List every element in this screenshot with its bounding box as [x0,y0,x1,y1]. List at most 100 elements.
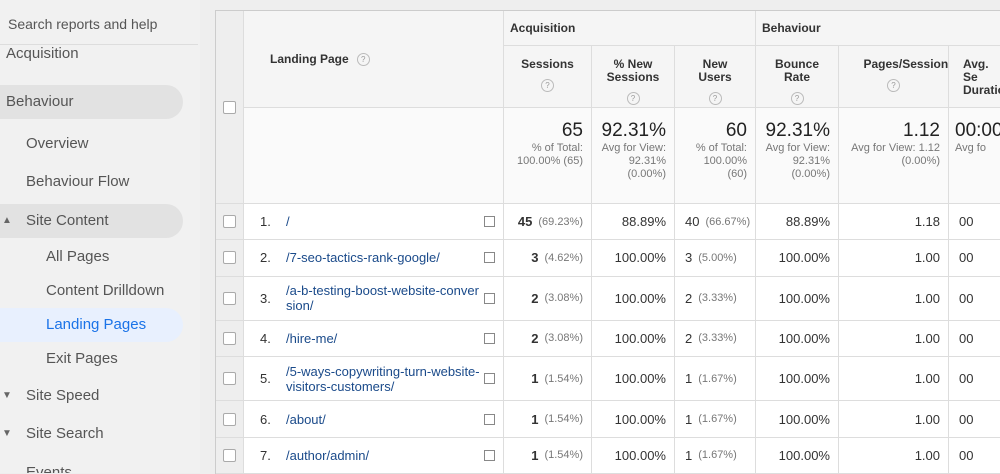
duration: 00 [959,290,974,306]
sessions-pct: (4.62%) [544,251,583,264]
nav-item[interactable]: Events [26,464,72,473]
checkbox[interactable] [223,215,236,229]
header-text[interactable]: Landing Page [270,52,349,66]
page-cell: 7. /author/admin/ [244,437,504,474]
checkbox[interactable] [223,291,236,305]
open-link-icon[interactable] [484,332,495,344]
bounce-rate: 100.00% [778,330,830,346]
group-text: Behaviour [762,21,821,35]
nav-item[interactable]: Content Drilldown [46,282,165,299]
help-icon[interactable]: ? [626,92,640,105]
nav-item[interactable]: Landing Pages [0,308,183,342]
help-icon[interactable]: ? [356,52,370,66]
checkbox[interactable] [223,251,236,265]
nav-item[interactable]: Behaviour Flow [26,173,130,190]
new-users-pct: (3.33%) [698,332,737,345]
sessions: 1 [531,411,539,427]
checkbox-cell [216,437,244,474]
header-text[interactable]: Bounce Rate [774,57,819,84]
nav-item[interactable]: Overview [26,135,89,152]
cell: 1.00 [839,437,949,474]
checkbox[interactable] [223,372,236,386]
total-note: Avg fo [955,142,986,154]
pages-per-session: 1.18 [914,214,940,230]
cell: 100.00% [756,437,839,474]
pages-per-session: 1.00 [914,371,940,387]
cell: 00 [949,277,1000,321]
totals-cell: 65% of Total: 100.00% (65) [504,108,592,204]
page-link[interactable]: /author/admin/ [286,447,370,463]
new-users-cell: 2 (3.33%) [675,320,756,358]
cell: 1.00 [839,320,949,358]
nav-item[interactable]: Behaviour [0,85,183,119]
cell: 88.89% [756,204,839,241]
column-header: % New Sessions? [592,46,675,108]
header-text[interactable]: Pages/Session [863,57,949,71]
pages-per-session: 1.00 [914,411,940,427]
header-text[interactable]: Avg. Se Duratio [963,57,1000,97]
group-text: Acquisition [510,21,576,35]
open-link-icon[interactable] [484,449,495,461]
sessions: 2 [531,330,539,346]
totals-cell: 00:00 Avg fo [949,108,1000,204]
nav-item[interactable]: Site Search [26,425,104,442]
sessions-pct: (1.54%) [544,413,583,426]
nav-item[interactable]: Exit Pages [46,350,118,367]
cell: 00 [949,357,1000,402]
cell: 00 [949,240,1000,277]
new-users-pct: (3.33%) [698,292,737,305]
cell: 100.00% [756,320,839,358]
open-link-icon[interactable] [484,252,495,264]
nav-item[interactable]: Acquisition [6,45,79,62]
checkbox-cell [216,11,244,204]
cell: 00 [949,438,1000,474]
checkbox[interactable] [223,331,236,345]
new-users-cell: 1 (1.67%) [675,401,756,438]
header-text[interactable]: % New Sessions [606,57,660,84]
sessions-cell: 2 (3.08%) [504,320,592,358]
help-icon[interactable]: ? [887,79,900,92]
header-text[interactable]: New Users [698,57,732,84]
open-link-icon[interactable] [484,216,495,228]
expand-icon: ▼ [2,390,12,401]
open-link-icon[interactable] [484,292,495,304]
page-link[interactable]: /a-b-testing-boost-website-conversion/ [286,283,479,314]
search-area [0,0,200,44]
checkbox[interactable] [223,100,236,114]
cell: 100.00% [592,276,675,321]
checkbox[interactable] [223,412,236,426]
row-index: 6. [260,411,271,427]
help-icon[interactable]: ? [790,92,804,105]
nav-item[interactable]: Site Speed [26,387,100,404]
totals-cell: 92.31% Avg for View: 92.31% (0.00%) [756,108,839,204]
sessions: 3 [531,250,539,266]
search-box[interactable]: Search reports and help [8,16,158,32]
total-value: 00:00 [955,120,1000,141]
open-link-icon[interactable] [484,373,495,385]
page-link[interactable]: /hire-me/ [286,330,338,346]
help-icon[interactable]: ? [541,79,554,92]
toolbar [215,0,1000,10]
pct-new: 100.00% [614,371,666,387]
column-header: Sessions? [504,46,592,108]
sessions: 2 [531,290,539,306]
bounce-rate: 100.00% [778,411,830,427]
header-text[interactable]: Sessions [521,57,574,71]
page-link[interactable]: / [286,214,290,230]
new-users-pct: (1.67%) [698,449,737,462]
page-link[interactable]: /about/ [286,411,326,427]
new-users: 2 [685,330,693,346]
sessions-pct: (3.08%) [544,292,583,305]
help-icon[interactable]: ? [708,92,722,105]
nav-item[interactable]: All Pages [46,248,110,265]
page-link[interactable]: /5-ways-copywriting-turn-website-visitor… [286,363,480,394]
pages-per-session: 1.00 [914,447,940,463]
cell: 88.89% [592,204,675,241]
nav-item[interactable]: Site Content [0,204,183,238]
page-link[interactable]: /7-seo-tactics-rank-google/ [286,250,440,266]
new-users-cell: 2 (3.33%) [675,276,756,321]
pages-per-session: 1.00 [914,250,940,266]
expand-icon: ▲ [2,215,12,226]
checkbox[interactable] [223,448,236,462]
open-link-icon[interactable] [484,413,495,425]
